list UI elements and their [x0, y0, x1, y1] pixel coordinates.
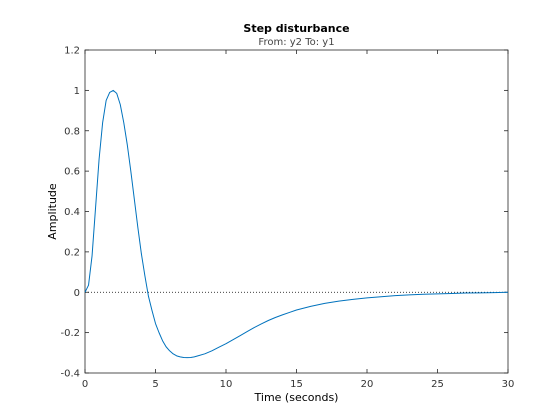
x-axis-label: Time (seconds)	[254, 391, 339, 404]
y-tick-label: 0.2	[64, 247, 80, 258]
y-tick-label: 0	[74, 288, 80, 299]
y-tick-label: 0.6	[64, 167, 80, 178]
y-tick-label: 1	[74, 86, 80, 97]
x-tick-label: 5	[152, 379, 158, 390]
y-tick-label: 0.8	[64, 126, 80, 137]
x-tick-label: 25	[431, 379, 444, 390]
x-tick-label: 0	[82, 379, 88, 390]
axis-ticks: 0 5 10 15 20 25 30 -0.4 -0.2 0 0.2 0.4 0.6 0.8 1 1.2	[60, 46, 514, 391]
x-tick-label: 30	[502, 379, 515, 390]
x-tick-label: 10	[220, 379, 233, 390]
x-tick-label: 15	[290, 379, 303, 390]
plot-area	[84, 49, 509, 374]
series-group	[84, 89, 509, 359]
chart-subtitle: From: y2 To: y1	[258, 37, 334, 48]
y-tick-label: 1.2	[64, 46, 80, 57]
y-axis-label: Amplitude	[46, 183, 59, 240]
step-response-line	[84, 89, 509, 359]
y-tick-label: -0.4	[60, 369, 80, 380]
x-tick-label: 20	[361, 379, 374, 390]
chart-title: Step disturbance	[243, 22, 349, 35]
y-tick-label: 0.4	[64, 207, 80, 218]
y-tick-label: -0.2	[60, 328, 80, 339]
